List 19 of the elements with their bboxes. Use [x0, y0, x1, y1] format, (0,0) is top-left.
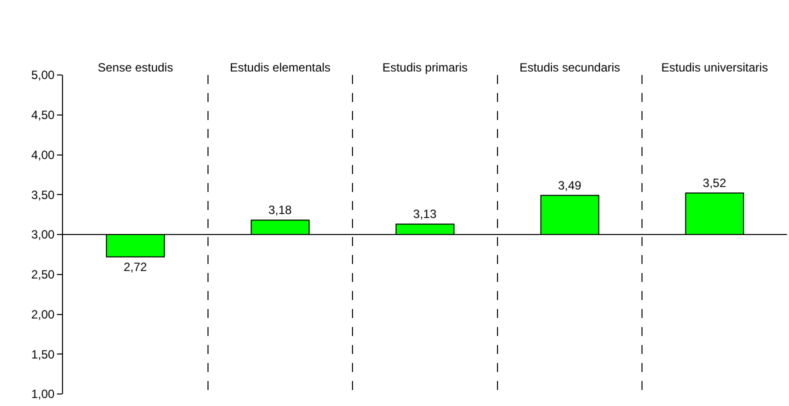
x-tick-label: Sense estudis — [98, 60, 174, 75]
y-tick-label: 3,00 — [31, 228, 55, 242]
data-label: 3,13 — [413, 207, 437, 222]
x-tick-label: Estudis elementals — [230, 60, 331, 75]
x-tick-label: Estudis universitaris — [661, 60, 768, 75]
y-tick-label: 4,50 — [31, 108, 55, 122]
y-tick-label: 2,50 — [31, 268, 55, 282]
y-tick-label: 2,00 — [31, 307, 55, 322]
y-tick-label: 3,50 — [31, 188, 55, 202]
y-tick-label: 5,00 — [31, 68, 55, 82]
y-tick-label: 1,00 — [31, 387, 55, 402]
data-label: 2,72 — [124, 260, 148, 274]
y-tick-label: 4,00 — [31, 148, 55, 162]
data-label: 3,18 — [268, 203, 292, 218]
y-tick-label: 1,50 — [31, 347, 55, 362]
x-tick-label: Estudis secundaris — [519, 60, 620, 75]
data-label: 3,52 — [702, 176, 726, 190]
x-tick-label: Estudis primaris — [382, 60, 468, 75]
data-label: 3,49 — [558, 178, 582, 192]
